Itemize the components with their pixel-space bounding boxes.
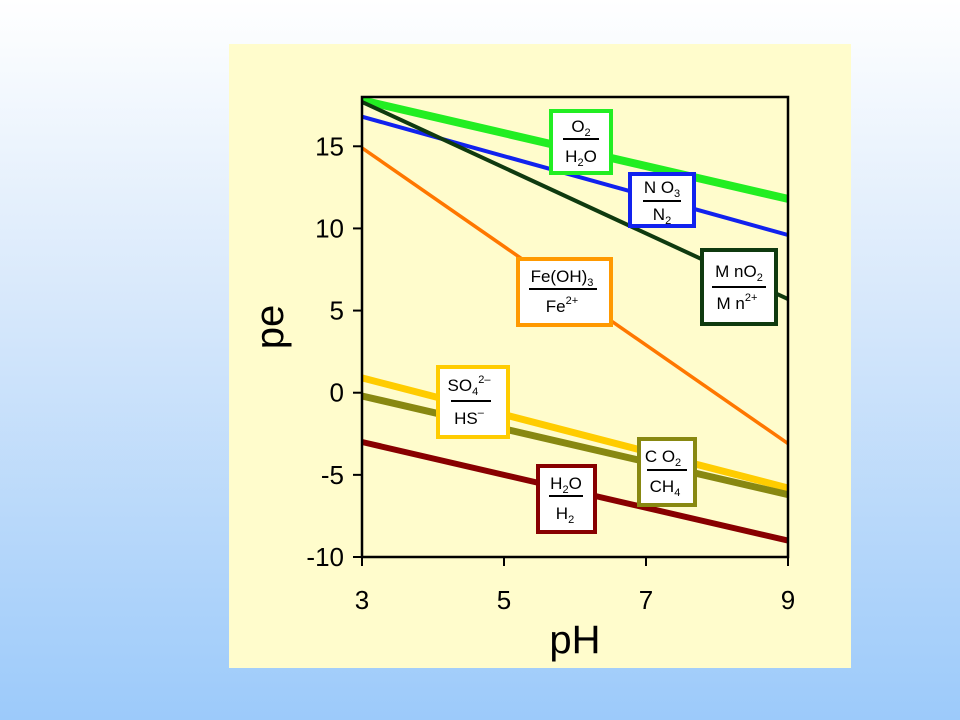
label-o2-numerator: O2 xyxy=(571,117,590,139)
label-box-co2-ch4: C O2 CH4 xyxy=(637,437,697,507)
label-co2-numerator: C O2 xyxy=(645,447,681,469)
label-h2o-denominator: H2O xyxy=(565,147,597,169)
label-fe2-denominator: Fe2+ xyxy=(546,295,578,316)
x-tick-label: 5 xyxy=(497,585,511,615)
y-tick-label: -10 xyxy=(306,542,344,572)
y-tick-label: 10 xyxy=(315,213,344,243)
series-lines xyxy=(361,96,789,544)
label-h2-denominator: H2 xyxy=(556,504,574,526)
plot-area-frame xyxy=(360,95,790,559)
label-box-no3-n2: N O3 N2 xyxy=(628,172,696,228)
x-tick-label: 7 xyxy=(639,585,653,615)
y-axis-title: pe xyxy=(248,305,292,350)
x-tick-label: 9 xyxy=(781,585,795,615)
series-line-so4-2-hs- xyxy=(361,374,789,492)
label-so4-numerator: SO42– xyxy=(448,374,492,398)
pe-ph-chart: 15 10 5 0 -5 -10 3 5 7 9 pH pe O2 H2O N O3 N2 M n… xyxy=(248,95,795,662)
label-box-h2o-h2: H2O H2 xyxy=(536,464,597,534)
y-tick-label: -5 xyxy=(321,460,344,490)
label-feoh3-numerator: Fe(OH)3 xyxy=(531,267,594,289)
label-box-mno2-mn2: M nO2 M n2+ xyxy=(700,248,778,326)
series-line-co2-ch4 xyxy=(361,392,789,499)
y-tick-label: 0 xyxy=(330,378,344,408)
x-tick-label: 3 xyxy=(355,585,369,615)
label-box-o2-h2o: O2 H2O xyxy=(549,109,613,175)
label-box-so4-hs: SO42– HS– xyxy=(436,365,510,439)
label-ch4-denominator: CH4 xyxy=(650,477,681,499)
axis-ticks: 15 10 5 0 -5 -10 3 5 7 9 xyxy=(306,131,795,615)
label-box-feoh3-fe2: Fe(OH)3 Fe2+ xyxy=(516,257,613,327)
label-no3-numerator: N O3 xyxy=(644,178,680,200)
label-mno2-numerator: M nO2 xyxy=(715,262,763,284)
y-tick-label: 15 xyxy=(315,131,344,161)
label-h2o-numerator: H2O xyxy=(550,474,582,496)
x-axis-title: pH xyxy=(549,618,600,662)
label-hs-denominator: HS– xyxy=(454,407,485,428)
label-mn2-denominator: M n2+ xyxy=(717,292,758,313)
y-tick-label: 5 xyxy=(330,296,344,326)
label-n2-denominator: N2 xyxy=(653,205,671,227)
chart-panel: 15 10 5 0 -5 -10 3 5 7 9 pH pe O2 H2O N O3 N2 M n… xyxy=(229,44,851,668)
